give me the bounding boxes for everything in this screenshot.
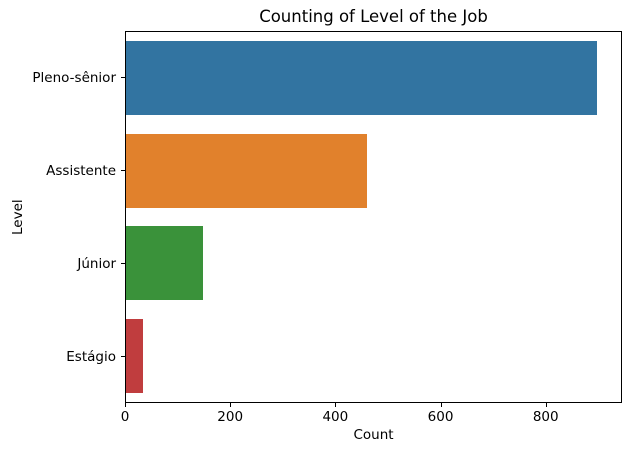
plot-area [125, 31, 622, 403]
x-tick-label: 200 [217, 409, 244, 425]
bar [126, 318, 143, 393]
bar [126, 41, 598, 116]
bars-container [126, 32, 621, 402]
y-tick-label: Pleno-sênior [32, 69, 116, 86]
x-tick-mark [230, 403, 232, 407]
bar [126, 133, 368, 208]
x-tick-label: 400 [322, 409, 349, 425]
x-tick-label: 0 [120, 409, 130, 425]
x-tick-mark [440, 403, 442, 407]
y-tick-mark [121, 170, 125, 171]
x-tick-label: 600 [427, 409, 454, 425]
x-ticks: 0 200 400 600 800 [121, 403, 622, 433]
x-tick-mark [125, 403, 126, 407]
bar [126, 226, 203, 301]
x-tick-mark [335, 403, 337, 407]
y-tick-marks [121, 31, 125, 403]
x-axis-title: Count [353, 427, 394, 443]
y-tick-mark [121, 263, 125, 264]
y-tick-label: Júnior [77, 255, 116, 272]
y-tick-mark [121, 356, 125, 357]
y-tick-label: Assistente [46, 162, 116, 179]
chart-title: Counting of Level of the Job [259, 7, 488, 26]
y-tick-label: Estágio [66, 348, 116, 365]
y-tick-labels: Pleno-sênior Assistente Júnior Estágio [0, 31, 116, 403]
x-tick-mark [545, 403, 547, 407]
y-tick-mark [121, 77, 125, 78]
x-tick-label: 800 [532, 409, 559, 425]
